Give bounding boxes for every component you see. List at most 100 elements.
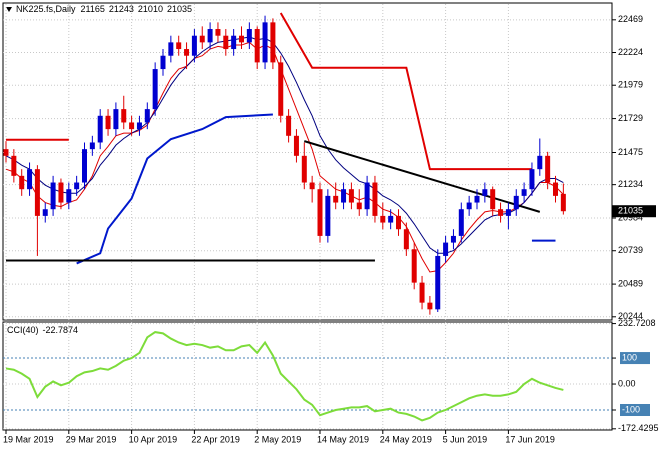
- y-tick-label: 0.00: [618, 378, 636, 388]
- candle-body: [380, 215, 386, 223]
- level-line: [76, 113, 273, 265]
- candle-body: [450, 235, 456, 243]
- candle-body: [66, 189, 72, 203]
- candle-body: [545, 155, 551, 183]
- cci-title: CCI(40) -22.7874: [7, 325, 78, 335]
- chart-title: NK225.fs,Daily 21165 21243 21010 21035: [16, 4, 192, 14]
- y-tick-label: 21729: [618, 113, 643, 123]
- candle-body: [34, 169, 40, 216]
- symbol: NK225.fs,Daily: [16, 4, 76, 14]
- candle-body: [411, 249, 417, 283]
- candle-body: [529, 169, 535, 190]
- y-tick-label: 21234: [618, 179, 643, 189]
- candle-body: [89, 142, 95, 150]
- candle-body: [176, 42, 182, 50]
- y-tick-label: 100: [622, 352, 637, 362]
- candle-body: [396, 215, 401, 230]
- candle-body: [82, 149, 87, 183]
- candle-body: [293, 135, 299, 156]
- candle-body: [372, 182, 378, 216]
- current-price: 21035: [618, 206, 643, 216]
- x-tick-label: 5 Jun 2019: [443, 434, 488, 444]
- y-tick-label: 20739: [618, 245, 643, 255]
- open-value: 21165: [81, 4, 105, 14]
- candle-body: [309, 182, 315, 190]
- candle-body: [113, 109, 119, 130]
- cci-name: CCI(40): [7, 325, 39, 335]
- x-tick-label: 17 Jun 2019: [505, 434, 555, 444]
- candle-body: [160, 55, 166, 70]
- candle-body: [191, 35, 197, 56]
- candle-body: [121, 109, 127, 123]
- x-tick-label: 22 Apr 2019: [191, 434, 240, 444]
- candle-body: [270, 22, 276, 63]
- candle-body: [27, 169, 33, 190]
- x-tick-label: 24 May 2019: [380, 434, 432, 444]
- candle-body: [333, 195, 339, 203]
- candle-body: [50, 182, 56, 210]
- candle-body: [129, 122, 135, 130]
- candle-body: [356, 202, 362, 210]
- candle-body: [419, 282, 425, 303]
- candle-body: [199, 35, 205, 43]
- candle-body: [105, 115, 111, 130]
- candle-body: [474, 195, 480, 203]
- menu-triangle: [6, 7, 12, 12]
- high-value: 21243: [109, 4, 134, 14]
- y-tick-label: 20489: [618, 278, 643, 288]
- candle-body: [325, 195, 331, 236]
- candle-body: [184, 49, 190, 56]
- x-tick-label: 19 Mar 2019: [3, 434, 54, 444]
- y-tick-label: 232.7208: [618, 318, 656, 328]
- cci-value: -22.7874: [43, 325, 79, 335]
- y-tick-label: 21979: [618, 80, 643, 90]
- x-tick-label: 14 May 2019: [317, 434, 369, 444]
- candle-body: [458, 209, 464, 236]
- candle-body: [231, 35, 237, 50]
- candle-body: [278, 62, 284, 116]
- candle-body: [513, 195, 519, 210]
- level-box: [620, 404, 650, 417]
- candle-body: [58, 182, 64, 203]
- candle-body: [498, 209, 504, 216]
- candle-body: [521, 189, 527, 196]
- candle-body: [505, 209, 511, 216]
- y-tick-label: 22224: [618, 47, 643, 57]
- candle-body: [144, 109, 150, 123]
- candle-body: [239, 35, 244, 43]
- moving-average: [5, 36, 564, 254]
- candle-body: [152, 69, 158, 110]
- y-tick-label: 20244: [618, 311, 643, 321]
- candle-body: [246, 29, 252, 43]
- y-tick-label: 20984: [618, 212, 643, 222]
- candle-body: [560, 193, 566, 212]
- level-line: [304, 140, 541, 213]
- low-value: 21010: [138, 4, 163, 14]
- y-tick-label: 21475: [618, 147, 643, 157]
- level-line: [279, 12, 532, 171]
- price-box: [612, 205, 656, 218]
- candle-body: [388, 215, 394, 223]
- candle-body: [317, 189, 323, 236]
- candle-body: [435, 255, 441, 310]
- candle-body: [11, 155, 17, 176]
- y-tick-label: -172.4295: [618, 423, 659, 433]
- candle-body: [341, 189, 347, 203]
- candle-body: [42, 209, 48, 216]
- candle-body: [348, 189, 354, 203]
- candle-body: [97, 115, 103, 143]
- x-tick-label: 10 Apr 2019: [129, 434, 178, 444]
- candle-body: [254, 29, 260, 63]
- candle-body: [537, 155, 543, 170]
- candle-body: [553, 182, 558, 196]
- x-tick-label: 29 Mar 2019: [66, 434, 117, 444]
- main-panel-frame: [2, 2, 613, 321]
- y-tick-label: -100: [622, 404, 640, 414]
- moving-average: [5, 41, 564, 273]
- y-tick-label: 22469: [618, 14, 643, 24]
- candle-body: [301, 155, 307, 183]
- candle-body: [466, 202, 472, 210]
- candle-body: [286, 115, 292, 136]
